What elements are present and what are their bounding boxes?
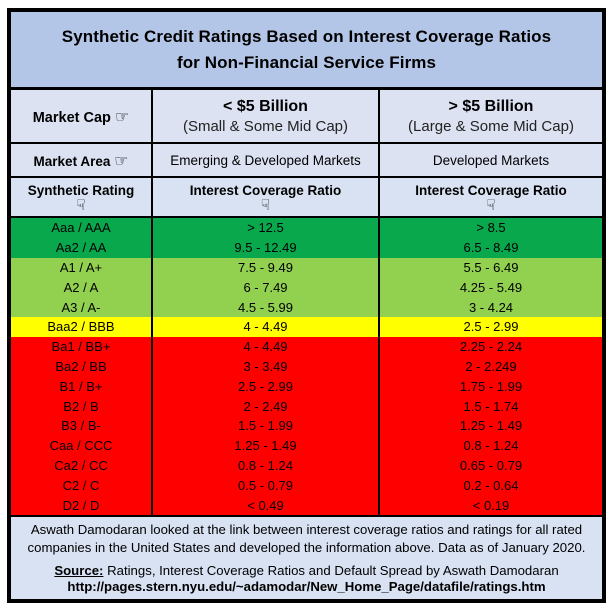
icr-small-cell: 7.5 - 9.49 [151, 257, 378, 278]
rating-cell: Baa2 / BBB [47, 319, 115, 335]
icr-large-cell: > 8.5 [378, 218, 602, 238]
rating-cell: Ba2 / BB [55, 358, 107, 374]
rating-cell: Aaa / AAA [51, 220, 111, 236]
market-cap-label-cell: Market Cap ☞ [11, 90, 151, 142]
rating-cell: Ca2 / CC [54, 457, 108, 473]
icr-large-cell: 0.65 - 0.79 [378, 455, 602, 476]
rating-cell: A1 / A+ [59, 259, 103, 275]
rating-row: D2 / D < 0.49 < 0.19 [11, 495, 602, 515]
table-title: Synthetic Credit Ratings Based on Intere… [11, 12, 602, 90]
small-cap-subtitle: (Small & Some Mid Cap) [182, 117, 349, 135]
large-cap-market-area: Developed Markets [378, 144, 602, 176]
rating-row: Caa / CCC 1.25 - 1.49 0.8 - 1.24 [11, 435, 602, 456]
source-line: Source: Ratings, Interest Coverage Ratio… [54, 563, 558, 578]
icr-small-cell: 4 - 4.49 [151, 336, 378, 357]
icr-small-cell: < 0.49 [151, 495, 378, 515]
synthetic-rating-header: Synthetic Rating [27, 182, 135, 198]
icr-small-cell: 2.5 - 2.99 [151, 376, 378, 397]
icr-large-cell: 2 - 2.249 [378, 356, 602, 377]
icr-large-cell: < 0.19 [378, 495, 602, 515]
rating-cell: Aa2 / AA [55, 240, 107, 256]
icr-small-cell: 0.5 - 0.79 [151, 475, 378, 496]
icr-small-header: Interest Coverage Ratio [189, 182, 342, 198]
rating-cell: Ba1 / BB+ [51, 339, 111, 355]
rating-row: C2 / C 0.5 - 0.79 0.2 - 0.64 [11, 475, 602, 496]
rating-row: B2 / B 2 - 2.49 1.5 - 1.74 [11, 396, 602, 416]
rating-cell: D2 / D [62, 497, 100, 513]
market-cap-row: Market Cap ☞ < $5 Billion (Small & Some … [11, 90, 602, 144]
small-cap-header-cell: < $5 Billion (Small & Some Mid Cap) [151, 90, 378, 142]
rating-cell: B3 / B- [61, 418, 101, 434]
icr-small-cell: 6 - 7.49 [151, 277, 378, 298]
source-text: Ratings, Interest Coverage Ratios and De… [103, 563, 559, 578]
footer-line-2: companies in the United States and devel… [27, 539, 586, 555]
down-hand-icon: ☟ [260, 195, 271, 214]
rating-row: Baa2 / BBB 4 - 4.49 2.5 - 2.99 [11, 316, 602, 337]
rating-cell: C2 / C [62, 477, 100, 493]
ratings-body: Aaa / AAA > 12.5 > 8.5 Aa2 / AA 9.5 - 12.49 6… [11, 218, 602, 517]
source-label: Source: [54, 563, 104, 578]
rating-cell: A2 / A [63, 279, 99, 295]
right-hand-icon: ☞ [114, 106, 130, 126]
icr-small-cell: 4.5 - 5.99 [151, 297, 378, 317]
icr-large-header-cell: Interest Coverage Ratio ☟ [378, 178, 602, 216]
icr-large-cell: 0.8 - 1.24 [378, 435, 602, 456]
rating-row: Aaa / AAA > 12.5 > 8.5 [11, 218, 602, 238]
rating-row: A3 / A- 4.5 - 5.99 3 - 4.24 [11, 297, 602, 317]
rating-row: B1 / B+ 2.5 - 2.99 1.75 - 1.99 [11, 376, 602, 397]
rating-row: A1 / A+ 7.5 - 9.49 5.5 - 6.49 [11, 257, 602, 278]
icr-large-cell: 2.5 - 2.99 [378, 316, 602, 337]
market-cap-label: Market Cap ☞ [32, 106, 130, 126]
large-cap-title: > $5 Billion [448, 97, 534, 115]
market-area-label: Market Area ☞ [33, 150, 129, 170]
small-cap-title: < $5 Billion [223, 97, 308, 115]
icr-large-cell: 1.75 - 1.99 [378, 376, 602, 397]
rating-cell: A3 / A- [61, 299, 101, 315]
icr-small-cell: 2 - 2.49 [151, 396, 378, 416]
market-area-label-cell: Market Area ☞ [11, 144, 151, 176]
title-line-1: Synthetic Credit Ratings Based on Intere… [61, 26, 552, 46]
rating-row: Ca2 / CC 0.8 - 1.24 0.65 - 0.79 [11, 455, 602, 476]
icr-large-cell: 0.2 - 0.64 [378, 475, 602, 496]
icr-small-cell: 1.5 - 1.99 [151, 415, 378, 436]
rating-row: B3 / B- 1.5 - 1.99 1.25 - 1.49 [11, 415, 602, 436]
synthetic-rating-header-cell: Synthetic Rating ☟ [11, 178, 151, 216]
down-hand-icon: ☟ [486, 195, 496, 214]
icr-small-cell: 1.25 - 1.49 [151, 435, 378, 456]
rating-row: Ba1 / BB+ 4 - 4.49 2.25 - 2.24 [11, 336, 602, 357]
rating-cell: B1 / B+ [59, 378, 103, 394]
rating-row: Aa2 / AA 9.5 - 12.49 6.5 - 8.49 [11, 237, 602, 258]
small-cap-market-area: Emerging & Developed Markets [151, 144, 378, 176]
rating-row: Ba2 / BB 3 - 3.49 2 - 2.249 [11, 356, 602, 377]
icr-large-cell: 1.25 - 1.49 [378, 415, 602, 436]
icr-small-cell: 0.8 - 1.24 [151, 455, 378, 476]
footer-note: Aswath Damodaran looked at the link betw… [11, 517, 602, 599]
ratings-table: Synthetic Credit Ratings Based on Intere… [7, 8, 606, 603]
icr-large-cell: 6.5 - 8.49 [378, 237, 602, 258]
icr-large-cell: 5.5 - 6.49 [378, 257, 602, 278]
icr-small-header-cell: Interest Coverage Ratio ☟ [151, 178, 378, 216]
large-cap-subtitle: (Large & Some Mid Cap) [408, 117, 574, 135]
rating-cell: Caa / CCC [49, 438, 113, 454]
icr-large-cell: 3 - 4.24 [378, 297, 602, 317]
footer-line-1: Aswath Damodaran looked at the link betw… [30, 522, 583, 537]
title-line-2: for Non-Financial Service Firms [176, 52, 437, 72]
icr-small-cell: 9.5 - 12.49 [151, 237, 378, 258]
column-header-row: Synthetic Rating ☟ Interest Coverage Rat… [11, 178, 602, 218]
down-hand-icon: ☟ [76, 195, 86, 214]
large-cap-header-cell: > $5 Billion (Large & Some Mid Cap) [378, 90, 602, 142]
icr-large-cell: 4.25 - 5.49 [378, 277, 602, 298]
icr-large-cell: 1.5 - 1.74 [378, 396, 602, 416]
rating-cell: B2 / B [63, 398, 99, 414]
market-area-row: Market Area ☞ Emerging & Developed Marke… [11, 144, 602, 178]
right-hand-icon: ☞ [114, 150, 129, 170]
icr-small-cell: 3 - 3.49 [151, 356, 378, 377]
icr-large-cell: 2.25 - 2.24 [378, 336, 602, 357]
icr-small-cell: 4 - 4.49 [151, 316, 378, 337]
icr-large-header: Interest Coverage Ratio [415, 182, 567, 198]
source-url: http://pages.stern.nyu.edu/~adamodar/New… [67, 579, 546, 594]
icr-small-cell: > 12.5 [151, 218, 378, 238]
rating-row: A2 / A 6 - 7.49 4.25 - 5.49 [11, 277, 602, 298]
